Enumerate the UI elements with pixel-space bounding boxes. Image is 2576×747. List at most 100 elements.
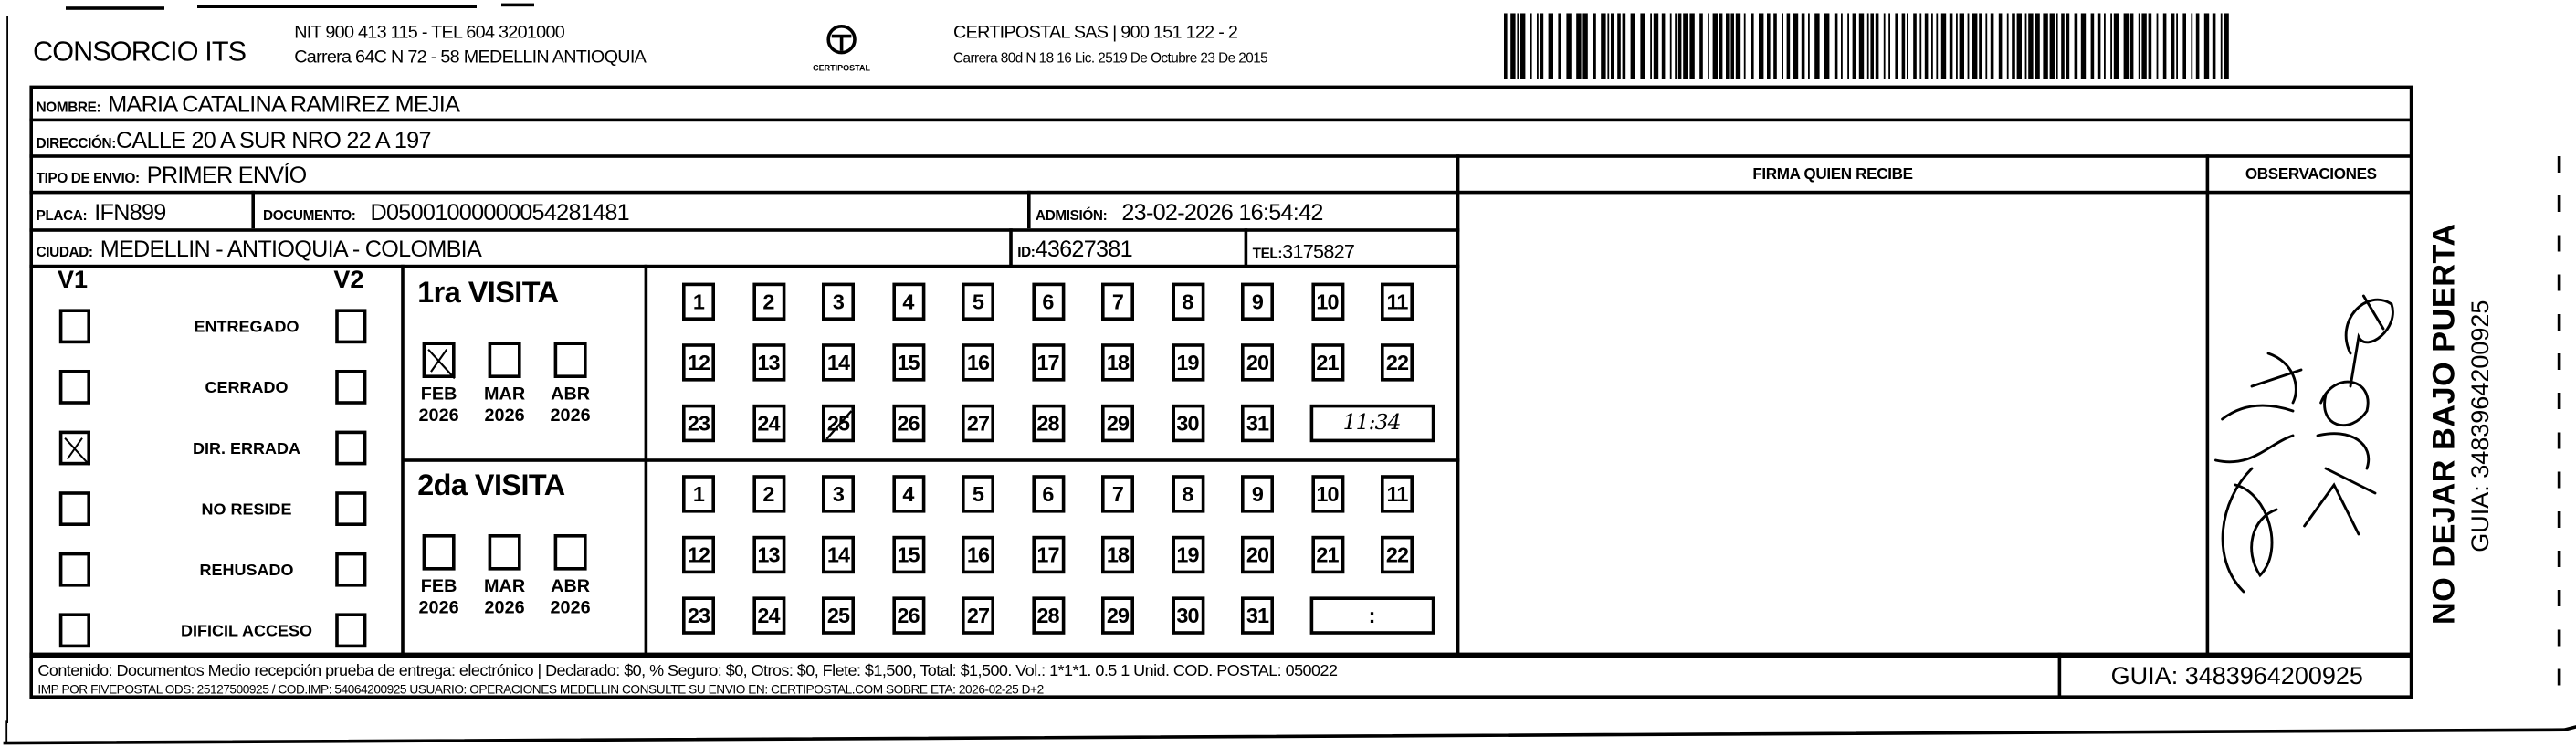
v1-checkbox[interactable]: [58, 613, 90, 648]
day-box[interactable]: 8: [1171, 475, 1204, 513]
barcode-bar: [2028, 13, 2034, 79]
time-field[interactable]: 11:34: [1309, 404, 1435, 443]
day-box[interactable]: 11: [1381, 282, 1414, 321]
day-box[interactable]: 9: [1241, 282, 1274, 321]
day-box[interactable]: 1: [682, 475, 715, 513]
day-box[interactable]: 19: [1171, 343, 1204, 382]
day-box[interactable]: 23: [682, 596, 715, 635]
day-box[interactable]: 16: [962, 535, 994, 574]
day-box[interactable]: 15: [891, 535, 925, 574]
v1-checkbox[interactable]: [58, 430, 90, 467]
day-box[interactable]: 5: [962, 282, 994, 321]
day-box[interactable]: 14: [822, 343, 855, 382]
day-box[interactable]: 16: [962, 343, 994, 382]
day-box[interactable]: 2: [752, 282, 785, 321]
barcode-bar: [1650, 13, 1652, 79]
day-box[interactable]: 9: [1241, 475, 1274, 513]
v2-checkbox[interactable]: [335, 552, 367, 587]
barcode-bar: [2006, 13, 2009, 79]
month-checkbox[interactable]: [488, 342, 521, 378]
day-box[interactable]: 20: [1241, 343, 1274, 382]
day-box[interactable]: 17: [1031, 343, 1065, 382]
day-box[interactable]: 30: [1171, 596, 1204, 635]
footer-print-info: IMP POR FIVEPOSTAL ODS: 25127500925 / CO…: [37, 682, 1044, 698]
barcode-bar: [1870, 13, 1874, 79]
day-box[interactable]: 30: [1171, 404, 1204, 443]
day-box[interactable]: 28: [1031, 404, 1065, 443]
day-box[interactable]: 31: [1241, 596, 1274, 635]
v2-checkbox[interactable]: [335, 370, 367, 405]
day-box[interactable]: 29: [1101, 404, 1134, 443]
day-box[interactable]: 7: [1101, 282, 1134, 321]
day-box[interactable]: 1: [682, 282, 715, 321]
day-box[interactable]: 22: [1381, 535, 1414, 574]
barcode-bar: [1730, 13, 1734, 79]
v1-checkbox[interactable]: [58, 491, 90, 526]
day-box[interactable]: 11: [1381, 475, 1414, 513]
month-checkbox[interactable]: [553, 342, 587, 378]
day-box[interactable]: 24: [752, 404, 785, 443]
day-box[interactable]: 22: [1381, 343, 1414, 382]
status-label: DIFICIL ACCESO: [180, 623, 312, 641]
day-box[interactable]: 26: [891, 404, 925, 443]
day-box[interactable]: 13: [752, 343, 785, 382]
divider: [1244, 228, 1248, 267]
time-field[interactable]: :: [1309, 596, 1435, 635]
day-box[interactable]: 3: [822, 475, 855, 513]
day-box[interactable]: 6: [1031, 282, 1065, 321]
day-box[interactable]: 15: [891, 343, 925, 382]
day-box[interactable]: 18: [1101, 343, 1134, 382]
barcode-bar: [1767, 13, 1771, 79]
day-box[interactable]: 10: [1310, 282, 1344, 321]
day-box[interactable]: 13: [752, 535, 785, 574]
day-box[interactable]: 3: [822, 282, 855, 321]
day-box[interactable]: 2: [752, 475, 785, 513]
day-box[interactable]: 21: [1310, 535, 1344, 574]
day-box[interactable]: 5: [962, 475, 994, 513]
barcode-bar: [1540, 13, 1544, 79]
month-checkbox[interactable]: [488, 534, 521, 571]
day-box[interactable]: 10: [1310, 475, 1344, 513]
day-box[interactable]: 18: [1101, 535, 1134, 574]
day-box[interactable]: 29: [1101, 596, 1134, 635]
tipo-label: TIPO DE ENVIO:: [36, 169, 141, 186]
day-box[interactable]: 14: [822, 535, 855, 574]
day-box[interactable]: 27: [962, 596, 994, 635]
day-box[interactable]: 17: [1031, 535, 1065, 574]
barcode-bar: [1751, 13, 1754, 79]
v2-checkbox[interactable]: [335, 491, 367, 526]
day-box[interactable]: 7: [1101, 475, 1134, 513]
month-checkbox[interactable]: [553, 534, 587, 571]
v1-label: V1: [58, 266, 89, 295]
day-box[interactable]: 28: [1031, 596, 1065, 635]
day-box[interactable]: 19: [1171, 535, 1204, 574]
day-box[interactable]: 25: [822, 404, 855, 443]
v2-checkbox[interactable]: [335, 613, 367, 648]
day-box[interactable]: 27: [962, 404, 994, 443]
day-box[interactable]: 21: [1310, 343, 1344, 382]
day-box[interactable]: 6: [1031, 475, 1065, 513]
day-box[interactable]: 24: [752, 596, 785, 635]
day-box[interactable]: 20: [1241, 535, 1274, 574]
day-box[interactable]: 25: [822, 596, 855, 635]
day-box[interactable]: 4: [891, 282, 925, 321]
month-label: FEB 2026: [418, 384, 459, 426]
day-box[interactable]: 26: [891, 596, 925, 635]
tipo-value: PRIMER ENVÍO: [146, 161, 308, 188]
day-box[interactable]: 31: [1241, 404, 1274, 443]
v2-checkbox[interactable]: [335, 309, 367, 344]
day-box[interactable]: 12: [682, 343, 715, 382]
barcode-bar: [2066, 13, 2070, 79]
barcode-bar: [2182, 13, 2186, 79]
signature-field[interactable]: [1459, 194, 2205, 652]
v1-checkbox[interactable]: [58, 552, 90, 587]
day-box[interactable]: 4: [891, 475, 925, 513]
v1-checkbox[interactable]: [58, 370, 90, 405]
day-box[interactable]: 8: [1171, 282, 1204, 321]
month-checkbox[interactable]: [422, 342, 456, 380]
day-box[interactable]: 23: [682, 404, 715, 443]
v1-checkbox[interactable]: [58, 309, 90, 344]
month-checkbox[interactable]: [422, 534, 456, 571]
v2-checkbox[interactable]: [335, 430, 367, 466]
day-box[interactable]: 12: [682, 535, 715, 574]
